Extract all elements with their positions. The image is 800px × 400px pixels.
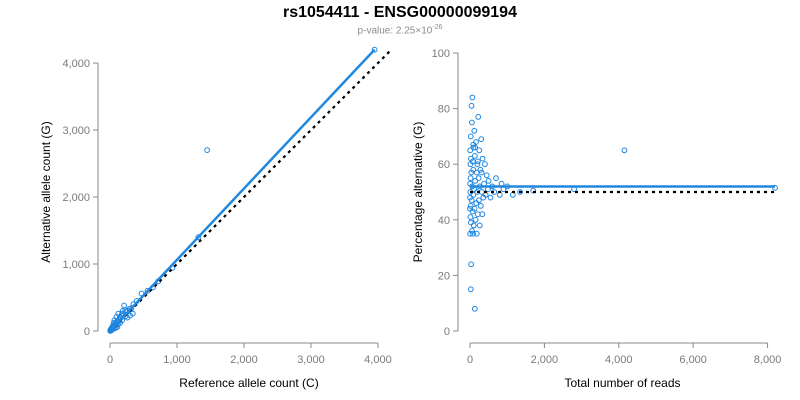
chart2-data-point xyxy=(473,230,480,237)
chart1-y-tick-label: 4,000 xyxy=(62,58,90,70)
chart2-y-axis-title: Percentage alternative (G) xyxy=(411,122,425,263)
chart2-x-tick-label: 0 xyxy=(467,354,473,366)
chart1-data-point xyxy=(107,328,114,334)
chart1-data-point xyxy=(371,46,378,53)
chart2-data-point xyxy=(468,219,474,226)
chart2-data-point xyxy=(467,175,474,182)
chart2-x-tick-label: 6,000 xyxy=(679,354,707,366)
chart1-data-point xyxy=(195,234,202,241)
chart1-y-tick-label: 3,000 xyxy=(62,125,90,137)
chart2-data-point xyxy=(470,141,477,148)
chart1-y-tick-label: 2,000 xyxy=(62,192,90,204)
chart2-data-point xyxy=(482,161,488,168)
chart2-x-axis-title: Total number of reads xyxy=(564,376,680,390)
chart2-data-point xyxy=(478,136,485,143)
chart1-y-tick-label: 0 xyxy=(84,326,90,338)
chart2-data-point xyxy=(468,261,475,268)
chart2-data-point xyxy=(471,305,478,312)
chart2-data-point xyxy=(467,230,474,237)
chart2-data-point xyxy=(478,169,485,176)
chart1-y-tick-label: 1,000 xyxy=(62,259,90,271)
chart1-y-axis-title: Alternative allele count (G) xyxy=(39,121,53,262)
chart2-data-point xyxy=(517,189,524,195)
chart2-data-point xyxy=(485,178,492,184)
chart2-data-point xyxy=(470,222,477,229)
chart2-data-point xyxy=(470,230,476,237)
chart2-data-point xyxy=(467,205,474,212)
chart1-reference-line xyxy=(109,48,393,332)
chart2-data-point xyxy=(479,211,486,218)
chart1-data-point xyxy=(121,302,127,309)
chart2-data-point xyxy=(472,216,479,223)
chart1-data-point xyxy=(127,312,134,319)
chart2-data-point xyxy=(476,222,483,229)
chart2-data-point xyxy=(467,203,474,209)
chart2-data-point xyxy=(467,286,474,293)
chart1-data-point xyxy=(122,307,129,314)
chart1-x-tick-label: 1,000 xyxy=(163,354,191,366)
page-title: rs1054411 - ENSG00000099194 xyxy=(283,4,517,21)
chart2-data-point xyxy=(471,153,478,159)
chart2-data-point xyxy=(469,94,476,101)
chart2-y-tick-label: 80 xyxy=(438,104,450,116)
chart2-x-tick-label: 2,000 xyxy=(531,354,559,366)
chart2-data-point xyxy=(470,191,477,198)
chart2-data-point xyxy=(467,147,474,154)
chart1-x-tick-label: 0 xyxy=(107,354,113,366)
chart2-x-tick-label: 8,000 xyxy=(754,354,782,366)
chart2-data-point xyxy=(477,166,484,173)
chart2-data-point xyxy=(474,158,481,165)
chart2-data-point xyxy=(480,194,487,201)
chart2-data-point xyxy=(468,155,474,162)
chart2-data-point xyxy=(472,178,479,184)
chart2-data-point xyxy=(479,155,486,162)
chart2-data-point xyxy=(468,169,475,176)
p-value-exponent: -26 xyxy=(432,24,443,31)
chart2-data-point xyxy=(476,147,483,154)
chart2-data-point xyxy=(467,161,474,168)
chart2-data-point xyxy=(470,144,477,151)
chart2-data-point xyxy=(474,161,481,168)
chart2-data-point xyxy=(487,194,494,201)
chart2-data-point xyxy=(493,175,499,182)
page-subtitle: p-value: 2.25×10-26 xyxy=(0,24,800,36)
chart2-y-tick-label: 20 xyxy=(438,270,450,282)
chart1-fit-line xyxy=(109,48,376,332)
chart2-y-tick-label: 0 xyxy=(444,326,450,338)
chart2-y-tick-label: 40 xyxy=(438,215,450,227)
chart2-data-point xyxy=(469,119,475,126)
chart1-data-point xyxy=(111,317,118,324)
chart1-x-tick-label: 2,000 xyxy=(230,354,258,366)
chart2-data-point xyxy=(467,214,474,220)
chart1-x-tick-label: 4,000 xyxy=(364,354,392,366)
chart1-x-tick-label: 3,000 xyxy=(297,354,325,366)
chart2-data-point xyxy=(621,147,628,154)
chart1-data-point xyxy=(204,147,211,154)
chart2-x-tick-label: 4,000 xyxy=(605,354,633,366)
chart2-data-point xyxy=(467,133,474,140)
chart2-data-point xyxy=(467,194,474,201)
chart2-data-point xyxy=(471,127,478,134)
chart2-data-point xyxy=(468,102,475,109)
chart2-data-point xyxy=(496,191,503,198)
chart2-data-point xyxy=(473,200,480,207)
chart2-data-point xyxy=(509,191,516,198)
chart2-data-point xyxy=(475,175,482,182)
chart2-data-point xyxy=(475,114,482,120)
chart2-y-tick-label: 60 xyxy=(438,159,450,171)
chart1-x-axis-title: Reference allele count (C) xyxy=(179,376,318,390)
p-value-text: p-value: 2.25×10 xyxy=(357,25,433,37)
chart2-data-point xyxy=(479,189,485,195)
chart2-y-tick-label: 100 xyxy=(432,48,450,60)
chart2-data-point xyxy=(483,172,490,179)
chart2-data-point xyxy=(477,203,484,209)
